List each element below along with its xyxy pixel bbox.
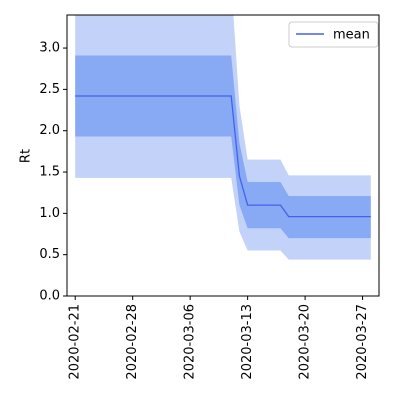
x-tick-label: 2020-02-28 bbox=[125, 304, 140, 380]
legend: mean bbox=[288, 21, 379, 48]
x-tick-label: 2020-03-06 bbox=[183, 304, 198, 380]
y-tick-label: 1.5 bbox=[39, 165, 60, 180]
axes-layer: 0.0 0.5 1.0 1.5 2.0 2.5 3.0 2020-02-21 2020-02-2… bbox=[39, 14, 380, 380]
bands-layer bbox=[75, 15, 371, 260]
x-tick-label: 2020-03-20 bbox=[298, 304, 313, 380]
series-layer bbox=[75, 95, 371, 218]
x-tick-label: 2020-03-27 bbox=[355, 304, 370, 380]
series-line-mean bbox=[75, 95, 371, 218]
x-tick-label: 2020-03-13 bbox=[240, 304, 255, 380]
y-tick-label: 0.0 bbox=[39, 289, 60, 304]
y-tick-label: 0.5 bbox=[39, 247, 60, 262]
plot-frame bbox=[66, 14, 380, 297]
y-axis-label: Rt bbox=[19, 149, 34, 163]
y-tick-label: 2.5 bbox=[39, 82, 60, 97]
legend-box bbox=[288, 21, 379, 48]
y-tick-label: 1.0 bbox=[39, 206, 60, 221]
y-tick-label: 3.0 bbox=[39, 41, 60, 56]
inner-band bbox=[75, 55, 371, 239]
x-tick-label: 2020-02-21 bbox=[68, 304, 83, 380]
y-tick-label: 2.0 bbox=[39, 123, 60, 138]
legend-label-mean: mean bbox=[333, 28, 370, 43]
